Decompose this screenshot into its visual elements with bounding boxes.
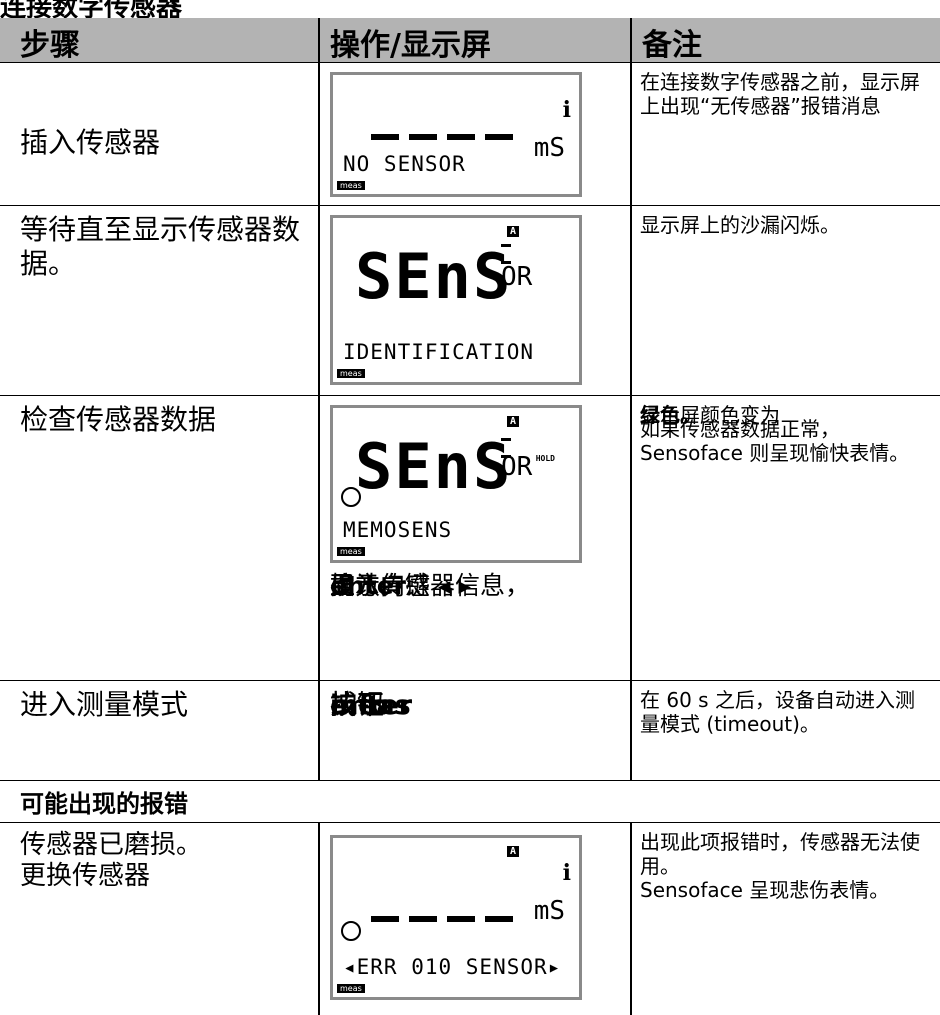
text-run: 确认。: [330, 571, 406, 600]
text-run: 显示屏颜色变为: [640, 403, 780, 427]
step-cell: 插入传感器: [20, 120, 310, 160]
lcd-line: NO SENSOR: [343, 152, 466, 176]
lcd-display: i mS NO SENSOR meas: [330, 72, 582, 197]
text-run: 显示传感器信息，: [330, 571, 531, 600]
text-run: meas: [330, 690, 411, 721]
column-header: 步骤: [20, 28, 80, 63]
lcd-tag: A: [506, 416, 519, 427]
lcd-unit: mS: [533, 896, 565, 926]
lcd-dash: [409, 915, 437, 922]
lcd-hourglass: [501, 244, 511, 264]
text-run: 按钮: [330, 690, 384, 721]
text-run: info: [330, 690, 389, 721]
text-run: 绿色。: [640, 403, 700, 427]
paragraph: 更换传感器: [20, 861, 151, 892]
note-cell: 出现此项报错时，传感器无法使用。 Sensoface 呈现悲伤表情。: [640, 824, 932, 902]
note-cell: 显示屏上的沙漏闪烁。: [640, 207, 932, 237]
column-header: 操作/显示屏: [330, 28, 491, 63]
text-run: 按: [330, 571, 356, 600]
text-run: 、: [330, 690, 357, 721]
paragraph: 在 60 s 之后，设备自动进入测量模式 (timeout)。: [640, 688, 915, 736]
lcd-mode: meas: [337, 984, 365, 993]
lcd-line: MEMOSENS: [343, 518, 453, 542]
lcd-tag: A: [506, 226, 519, 237]
column-border: [318, 822, 320, 1015]
lcd-hourglass: [501, 438, 511, 458]
text-run: enter: [330, 690, 413, 721]
step-cell: 等待直至显示传感器数据。: [20, 207, 310, 280]
column-border: [630, 18, 632, 780]
lcd-line: ◂ERR 010 SENSOR▸: [343, 955, 562, 979]
lcd-display: A SEnS OR HOLD MEMOSENS meas: [330, 405, 582, 563]
text-run: 或: [330, 690, 357, 721]
lcd-line: IDENTIFICATION: [343, 340, 535, 364]
sensoface: [341, 920, 361, 941]
lcd-small: OR: [501, 262, 533, 292]
step-cell: 检查传感器数据: [20, 397, 310, 437]
row-border: [0, 680, 940, 681]
note-cell: 显示屏颜色变为 绿色。 如果传感器数据正常，Sensoface 则呈现愉快表情。: [640, 397, 932, 465]
column-border: [630, 822, 632, 1015]
text-run: enter: [330, 571, 406, 600]
row-border: [0, 395, 940, 396]
lcd-big: SEnS: [355, 430, 513, 503]
lcd-mode: meas: [337, 181, 365, 190]
row-border: [0, 780, 940, 781]
table-header: [0, 18, 940, 62]
paragraph: 插入传感器: [20, 126, 161, 159]
step-cell: 进入测量模式: [20, 682, 310, 722]
row-border: [0, 822, 940, 823]
section-title: 可能出现的报错: [20, 790, 188, 818]
column-border: [318, 18, 320, 780]
text-run: 用方向键 ◂ ▸: [330, 571, 471, 600]
display-cell: 按下 meas、 info 或 enter 按钮: [330, 684, 630, 721]
paragraph: 在连接数字传感器之前，显示屏上出现“无传感器”报错消息: [640, 70, 920, 118]
page-title: 连接数字传感器: [0, 0, 183, 23]
lcd-mode: meas: [337, 369, 365, 378]
text-run: 按下: [330, 690, 384, 721]
note-cell: 在连接数字传感器之前，显示屏上出现“无传感器”报错消息: [640, 64, 932, 118]
lcd-dash: [485, 133, 513, 140]
paragraph: Sensoface 呈现悲伤表情。: [640, 878, 890, 902]
lcd-dash: [371, 133, 399, 140]
lcd-hold: HOLD: [535, 454, 555, 463]
paragraph: 出现此项报错时，传感器无法使用。: [640, 830, 920, 878]
row-border: [0, 62, 940, 63]
lcd-dash: [447, 133, 475, 140]
paragraph: 传感器已磨损。: [20, 830, 203, 860]
lcd-tag: A: [506, 846, 519, 857]
text-run: 如果传感器数据正常，Sensoface 则呈现愉快表情。: [640, 417, 910, 465]
lcd-dash: [447, 915, 475, 922]
lcd-dash: [409, 133, 437, 140]
paragraph: 检查传感器数据: [20, 403, 217, 436]
step-cell: 传感器已磨损。 更换传感器: [20, 824, 310, 892]
row-border: [0, 205, 940, 206]
lcd-info: i: [562, 97, 571, 123]
lcd-info: i: [562, 860, 571, 886]
lcd-big: SEnS: [355, 240, 513, 313]
lcd-display: A SEnS OR IDENTIFICATION meas: [330, 215, 582, 385]
paragraph: 显示屏上的沙漏闪烁。: [640, 213, 840, 237]
sensoface: [341, 487, 361, 507]
column-header: 备注: [642, 28, 702, 63]
lcd-dash: [485, 915, 513, 922]
lcd-unit: mS: [533, 133, 565, 163]
note-cell: 在 60 s 之后，设备自动进入测量模式 (timeout)。: [640, 682, 932, 736]
lcd-dash: [371, 915, 399, 922]
display-cell: 用方向键 ◂ ▸ 显示传感器信息，按 enter 确认。: [330, 565, 630, 600]
lcd-mode: meas: [337, 547, 365, 556]
paragraph: 等待直至显示传感器数据。: [20, 213, 301, 280]
paragraph: 进入测量模式: [20, 688, 189, 721]
